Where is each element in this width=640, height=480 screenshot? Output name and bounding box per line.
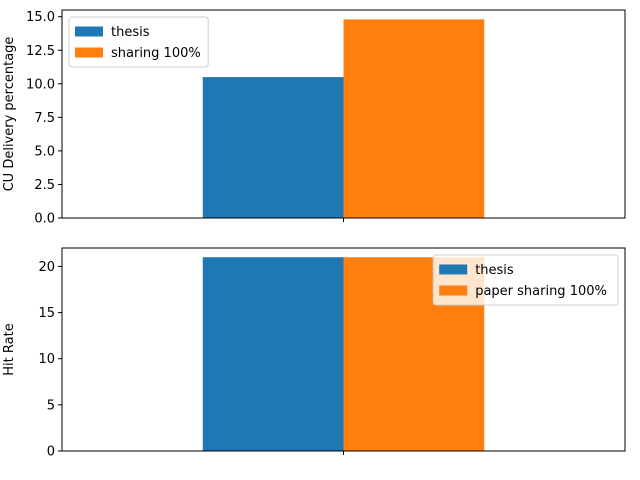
top-y-tick-label: 10.0 [26,77,55,92]
top-y-tick-label: 0.0 [34,212,55,227]
top-legend-swatch [75,26,103,37]
top-y-tick-label: 12.5 [26,44,55,59]
top-legend-box [68,16,209,68]
top-y-tick-label: 7.5 [34,111,55,126]
bottom-y-ticks: 0 5 10 15 20 [38,260,62,460]
bottom-subplot: 0 5 10 15 20 Hit Rate thesis paper sharing 10… [2,247,626,460]
bottom-axes-frame [61,247,626,452]
top-axes-frame [61,9,626,219]
bottom-legend-label: thesis [475,263,514,278]
top-y-tick-label: 2.5 [34,178,55,193]
top-legend-swatch [75,47,103,58]
bottom-legend: thesis paper sharing 100% [432,254,619,306]
top-subplot: 0.0 2.5 5.0 7.5 10.0 12.5 15.0 CU Delivery per… [2,9,626,227]
bottom-y-tick-label: 20 [38,260,55,275]
bottom-y-axis-label: Hit Rate [2,323,17,375]
top-legend-label: thesis [111,25,150,40]
bottom-y-tick-label: 0 [47,445,55,460]
top-y-ticks: 0.0 2.5 5.0 7.5 10.0 12.5 15.0 [26,10,62,227]
bottom-y-tick-label: 5 [47,398,55,413]
top-y-tick-label: 15.0 [26,10,55,25]
top-legend: thesis sharing 100% [68,16,209,68]
top-legend-label: sharing 100% [111,46,201,61]
bottom-legend-swatch [439,285,468,296]
top-bar-thesis [202,77,344,218]
top-y-axis-label: CU Delivery percentage [2,37,17,192]
bottom-legend-swatch [439,264,468,275]
bottom-bar-thesis [202,257,344,451]
bottom-legend-box [432,254,619,306]
top-bars [202,19,485,218]
top-y-tick-label: 5.0 [34,144,55,159]
bottom-y-tick-label: 10 [38,352,55,367]
bottom-y-tick-label: 15 [38,306,55,321]
top-bar-sharing-100- [343,19,485,218]
bottom-legend-label: paper sharing 100% [475,284,607,299]
